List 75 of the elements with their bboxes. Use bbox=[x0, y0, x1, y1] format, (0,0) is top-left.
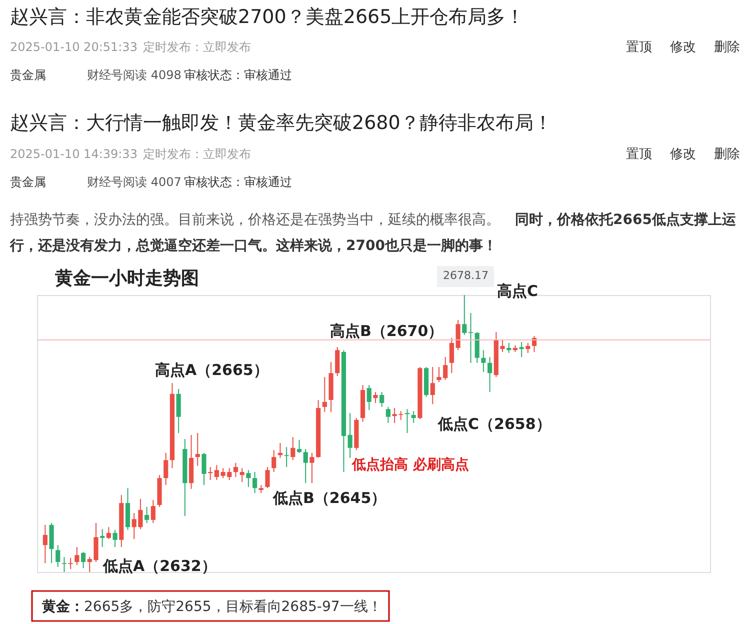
candlestick bbox=[526, 342, 530, 354]
text: 同时，价格依托2665低点支撑上运 bbox=[515, 212, 737, 228]
chart-title: 黄金一小时走势图 bbox=[54, 268, 199, 289]
candlestick bbox=[144, 506, 150, 524]
candlestick bbox=[164, 452, 168, 486]
candlestick bbox=[112, 529, 118, 548]
candlestick bbox=[202, 452, 206, 486]
candlestick bbox=[150, 499, 156, 524]
candlestick bbox=[303, 448, 308, 484]
text: 2678.17 bbox=[443, 269, 488, 282]
text: 删除 bbox=[714, 147, 740, 162]
text: 修改 bbox=[670, 147, 696, 162]
candlestick bbox=[195, 432, 200, 466]
candlestick bbox=[462, 294, 467, 336]
candlestick bbox=[240, 468, 244, 482]
text: 贵金属 bbox=[10, 68, 46, 82]
text: 贵金属 bbox=[10, 175, 46, 189]
candlestick bbox=[481, 350, 486, 373]
candlestick bbox=[322, 376, 327, 412]
candlestick bbox=[68, 557, 73, 570]
candlestick bbox=[411, 410, 416, 424]
annotation: 高点B（2670） bbox=[330, 322, 444, 340]
text: 审核状态：审核通过 bbox=[184, 175, 292, 189]
candlestick bbox=[100, 528, 105, 548]
annotation: 低点抬高 必刷高点 bbox=[351, 456, 469, 473]
annotation: 高点A（2665） bbox=[155, 361, 268, 379]
candlestick bbox=[296, 439, 302, 454]
candlestick bbox=[468, 312, 474, 364]
text: 财经号阅读 4098 bbox=[87, 68, 182, 82]
text: 赵兴言：非农黄金能否突破2700？美盘2665上开仓布局多！ bbox=[10, 6, 525, 28]
candlestick bbox=[176, 388, 181, 434]
candlestick bbox=[80, 552, 86, 569]
candlestick bbox=[430, 366, 435, 405]
candlestick bbox=[386, 406, 390, 424]
candlestick bbox=[252, 472, 258, 494]
candlestick bbox=[62, 556, 67, 572]
candlestick bbox=[106, 526, 111, 540]
candlestick bbox=[208, 466, 213, 481]
candlestick bbox=[74, 546, 80, 566]
annotation: 低点A（2632） bbox=[102, 557, 216, 575]
candlestick bbox=[310, 452, 314, 484]
text: 定时发布：立即发布 bbox=[143, 40, 251, 54]
candlestick bbox=[284, 446, 289, 468]
text: 2665多，防守2655，目标看向2685-97一线！ bbox=[84, 599, 382, 615]
annotation: 低点C（2658） bbox=[437, 415, 551, 433]
candlestick bbox=[366, 384, 372, 410]
candlestick bbox=[265, 466, 270, 489]
candlestick bbox=[335, 346, 340, 376]
candlestick bbox=[272, 450, 276, 473]
annotation: 高点C bbox=[497, 282, 538, 300]
text: 行，还是没有发力，总觉逼空还差一口气。这样来说，2700也只是一脚的事！ bbox=[9, 237, 497, 254]
candlestick bbox=[348, 412, 352, 458]
text: 财经号阅读 4007 bbox=[87, 175, 182, 189]
candlestick bbox=[488, 356, 492, 392]
annotation: 低点B（2645） bbox=[272, 489, 386, 507]
text: 持强势节奏，没办法的强。目前来说，价格还是在强势当中，延续的概率很高。 bbox=[10, 212, 500, 228]
candlestick bbox=[380, 391, 384, 408]
text: 修改 bbox=[670, 40, 696, 55]
text: 审核状态：审核通过 bbox=[184, 68, 292, 82]
text: 2025-01-10 20:51:33 bbox=[10, 40, 138, 54]
candlestick bbox=[404, 408, 410, 434]
candlestick bbox=[42, 524, 48, 564]
candlestick bbox=[233, 462, 238, 478]
text: 置顶 bbox=[626, 40, 652, 55]
candlestick bbox=[519, 342, 524, 358]
text: 赵兴言：大行情一触即发！黄金率先突破2680？静待非农布局！ bbox=[10, 112, 552, 134]
candlestick bbox=[373, 391, 378, 404]
text: 删除 bbox=[714, 40, 740, 55]
candlestick bbox=[290, 436, 296, 461]
text: 2025-01-10 14:39:33 bbox=[10, 147, 138, 161]
text: 黄金： bbox=[41, 599, 84, 615]
text: 定时发布：立即发布 bbox=[143, 147, 251, 161]
candlestick bbox=[246, 470, 251, 488]
candlestick bbox=[56, 544, 60, 568]
text: 置顶 bbox=[626, 147, 652, 162]
